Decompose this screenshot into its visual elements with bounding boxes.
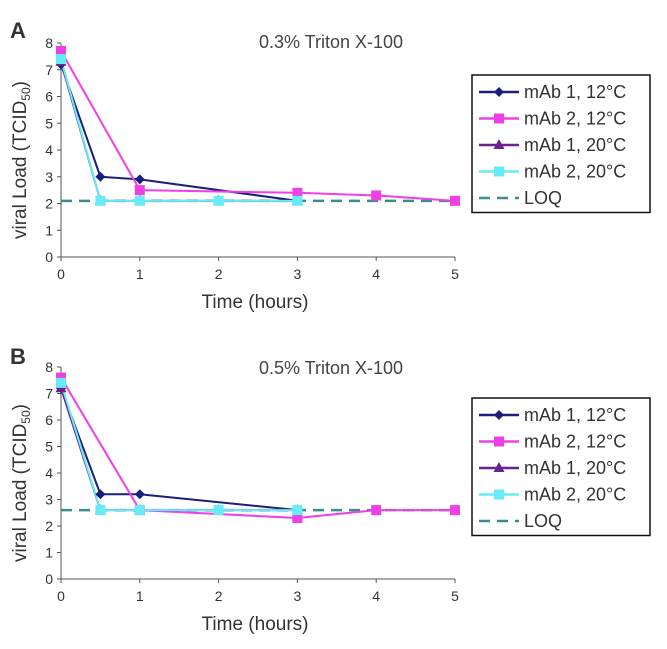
panel-label: B <box>10 344 26 369</box>
series-line-0 <box>60 387 140 496</box>
y-tick-label: 7 <box>45 62 53 78</box>
series-line-1 <box>60 377 455 520</box>
chart-title: 0.5% Triton X-100 <box>259 358 403 378</box>
y-tick-label: 1 <box>45 545 53 561</box>
x-tick-label: 4 <box>372 588 380 604</box>
x-axis-label: Time (hours) <box>202 614 309 635</box>
legend: mAb 1, 12°C mAb 2, 12°C mAb 1, 20°C mAb 2, … <box>471 397 651 537</box>
data-point <box>95 505 106 516</box>
legend-swatch-marker <box>494 166 504 177</box>
chart-panel-b: B 0.5% Triton X-100 0 1 2 3 4 5 6 7 8 0 1 2 3 4 5 Time (h… <box>10 344 651 635</box>
x-tick-label: 3 <box>294 588 302 604</box>
y-tick-label: 0 <box>45 571 53 587</box>
data-point <box>95 195 106 206</box>
y-axis-label: viral Load (TCID50) <box>10 81 33 239</box>
y-tick-label: 3 <box>45 169 53 185</box>
y-axis-label-close: ) <box>10 404 31 410</box>
data-point <box>292 187 303 198</box>
legend-swatch-marker <box>494 87 504 97</box>
series-line-3 <box>60 382 298 512</box>
x-tick-label: 2 <box>215 266 223 282</box>
x-tick-label: 1 <box>136 588 144 604</box>
x-tick-label: 5 <box>451 588 459 604</box>
legend-swatch-marker <box>494 113 504 124</box>
legend-label: mAb 1, 12°C <box>524 82 626 102</box>
data-point <box>134 489 145 500</box>
legend-swatch-marker <box>493 139 505 149</box>
y-axis-label-subscript: 50 <box>19 87 33 101</box>
legend-swatch-marker <box>494 410 504 420</box>
y-axis-label-main: viral Load (TCID <box>10 424 31 562</box>
y-tick-label: 8 <box>45 359 53 375</box>
legend-label: mAb 1, 12°C <box>524 405 626 425</box>
chart-panel-a: A 0.3% Triton X-100 0 1 2 3 4 5 6 7 8 0 1 2 3 4 5 Time (h… <box>10 18 651 313</box>
data-point <box>134 174 145 185</box>
data-point <box>95 489 106 500</box>
panel-label: A <box>10 18 26 43</box>
series-line-tail-0 <box>139 178 298 202</box>
series-line-2 <box>60 61 298 202</box>
chart-title: 0.3% Triton X-100 <box>259 32 403 52</box>
data-point <box>450 195 460 206</box>
y-tick-label: 5 <box>45 439 53 455</box>
x-tick-label: 0 <box>57 266 65 282</box>
data-point <box>292 513 303 524</box>
legend: mAb 1, 12°C mAb 2, 12°C mAb 1, 20°C mAb 2, … <box>471 74 651 214</box>
legend-label: LOQ <box>524 188 562 208</box>
y-axis-label-subscript: 50 <box>19 410 33 424</box>
data-point <box>292 195 303 206</box>
x-tick-label: 1 <box>136 266 144 282</box>
x-tick-label: 0 <box>57 588 65 604</box>
data-point <box>134 505 145 516</box>
y-tick-label: 4 <box>45 465 53 481</box>
data-point <box>371 190 382 201</box>
data-point <box>134 195 145 206</box>
legend-label: mAb 2, 20°C <box>524 485 626 505</box>
legend-swatch-marker <box>493 462 505 472</box>
legend-label: mAb 2, 20°C <box>524 162 626 182</box>
series-line-3 <box>60 58 298 202</box>
x-tick-label: 2 <box>215 588 223 604</box>
data-point <box>213 505 224 516</box>
y-tick-label: 1 <box>45 222 53 238</box>
data-point <box>56 54 66 65</box>
x-tick-label: 3 <box>294 266 302 282</box>
data-point <box>56 377 66 388</box>
legend-label: LOQ <box>524 511 562 531</box>
y-axis-label-close: ) <box>10 81 31 87</box>
y-tick-label: 6 <box>45 412 53 428</box>
legend-swatch-marker <box>494 436 504 447</box>
data-point <box>56 372 66 383</box>
legend-swatch-marker <box>494 489 504 500</box>
y-tick-label: 7 <box>45 386 53 402</box>
y-tick-label: 0 <box>45 249 53 265</box>
legend-label: mAb 1, 20°C <box>524 458 626 478</box>
x-axis-label: Time (hours) <box>202 292 309 313</box>
series-line-2 <box>60 387 298 512</box>
data-point <box>134 185 145 196</box>
data-point <box>95 171 106 182</box>
y-axis-label-main: viral Load (TCID <box>10 101 31 239</box>
data-point <box>292 505 303 516</box>
x-tick-label: 5 <box>451 266 459 282</box>
series-line-tail-0 <box>139 493 298 512</box>
y-tick-label: 4 <box>45 142 53 158</box>
y-tick-label: 6 <box>45 89 53 105</box>
data-point <box>371 505 382 516</box>
data-point <box>450 505 460 516</box>
y-tick-label: 2 <box>45 518 53 534</box>
y-tick-label: 5 <box>45 115 53 131</box>
y-tick-label: 2 <box>45 196 53 212</box>
legend-label: mAb 1, 20°C <box>524 135 626 155</box>
y-tick-label: 3 <box>45 492 53 508</box>
x-tick-label: 4 <box>372 266 380 282</box>
y-axis-label: viral Load (TCID50) <box>10 404 33 562</box>
y-tick-label: 8 <box>45 35 53 51</box>
legend-label: mAb 2, 12°C <box>524 109 626 129</box>
legend-label: mAb 2, 12°C <box>524 432 626 452</box>
data-point <box>213 195 224 206</box>
data-point <box>56 46 66 57</box>
